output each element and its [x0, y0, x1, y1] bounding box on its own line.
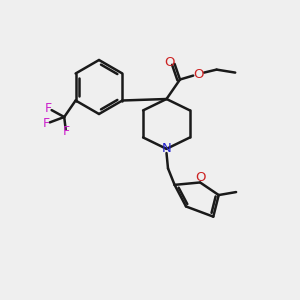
Text: O: O	[196, 171, 206, 184]
Text: F: F	[63, 125, 70, 138]
Text: F: F	[43, 117, 50, 130]
Text: O: O	[194, 68, 204, 81]
Text: F: F	[45, 102, 52, 115]
Text: N: N	[162, 142, 171, 155]
Text: O: O	[164, 56, 175, 69]
